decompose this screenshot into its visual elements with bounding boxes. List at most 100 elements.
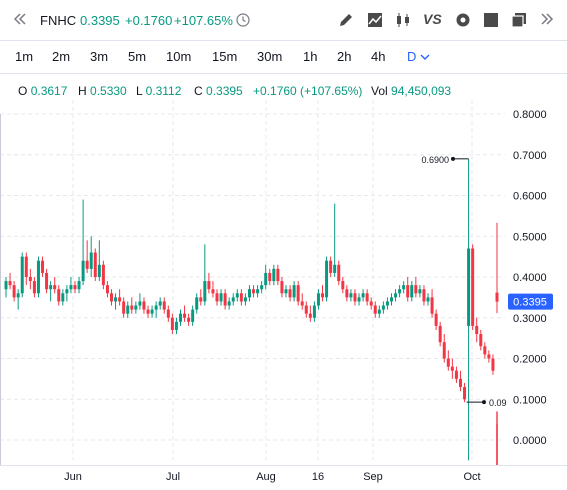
pencil-icon[interactable] [338,12,354,28]
candle-body [337,264,341,282]
x-tick-label: Sep [363,471,383,483]
candle-body [85,260,89,269]
candle-body [235,293,239,298]
compare-vs-icon[interactable]: VS [423,11,442,27]
high-marker-label: 0.6900 [421,155,449,165]
candle-body [28,277,32,282]
candle-body [369,301,373,306]
candle-body [495,292,499,302]
candle-body [227,301,231,306]
x-tick-label: Oct [463,471,480,483]
copy-icon[interactable] [511,12,527,28]
candle-body [333,264,337,273]
candle-body [158,301,162,306]
timeframe-30m[interactable]: 30m [257,49,283,64]
candle-body [284,289,288,294]
candle-body [146,309,150,314]
timeframe-d[interactable]: D [407,49,417,64]
symbol-header: FNHC 0.3395 +0.1760 +107.65% VS [0,0,567,40]
symbol-name[interactable]: FNHC [40,13,77,28]
candle-body [426,297,430,302]
timeframe-15m[interactable]: 15m [212,49,238,64]
timeframe-5m[interactable]: 5m [128,49,147,64]
area-chart-icon[interactable] [367,12,383,28]
y-tick-label: 0.4000 [513,272,547,284]
candle-body [430,297,434,314]
candle-body [32,281,36,294]
y-tick-label: 0.3000 [513,313,547,325]
candle-body [442,342,446,359]
candle-body [357,297,361,302]
timeframe-4h[interactable]: 4h [371,49,386,64]
candles-icon[interactable] [395,12,411,28]
y-tick-label: 0.6000 [513,191,547,203]
candle-body [483,346,487,355]
candle-body [4,281,8,290]
chevron-left-icon[interactable] [13,12,26,29]
timeframe-2h[interactable]: 2h [337,49,352,64]
candle-body [130,305,134,310]
low-value: 0.3112 [145,84,182,98]
price-chart[interactable]: 0.8000 0.7000 0.6000 0.5000 0.4000 0.3000 0.20… [0,100,567,490]
candle-body [280,281,284,294]
candle-body [422,289,426,302]
candle-body [394,293,398,298]
candle-body [329,260,333,273]
volume-label: Vol [371,84,388,98]
low-marker-label: 0.09 [489,398,507,408]
timeframe-1h[interactable]: 1h [303,49,318,64]
last-price: 0.3395 [80,13,120,28]
candle-body [345,289,349,298]
candle-body [126,305,130,314]
candle-body [304,305,308,314]
open-label: O [18,84,28,98]
candle-body [276,268,280,282]
high-label: H [78,84,87,98]
y-tick-label: 0.0000 [513,435,547,447]
y-tick-label: 0.1000 [513,394,547,406]
open-value: 0.3617 [30,84,68,98]
candle-body [57,289,61,302]
candle-body [377,309,381,314]
candle-body [89,252,93,269]
candle-body [122,301,126,314]
settings-icon[interactable] [455,12,471,28]
candle-body [260,285,264,290]
candle-body [41,260,45,273]
candle-body [450,366,454,371]
candle-body [389,297,393,302]
timeframe-2m[interactable]: 2m [52,49,71,64]
fullscreen-icon[interactable] [483,12,499,28]
candle-body [178,313,182,322]
candle-body [77,281,81,290]
candle-body [114,297,118,302]
candle-body [385,301,389,306]
clock-icon[interactable] [236,13,250,27]
candle-body [8,281,12,286]
last-price-tag [508,293,553,310]
chevron-down-icon[interactable] [420,50,430,65]
candle-body [24,256,28,277]
timeframe-3m[interactable]: 3m [90,49,109,64]
candle-body [61,293,65,302]
close-value: 0.3395 [206,84,243,98]
candle-body [463,387,467,400]
candle-body [45,272,49,290]
candle-body [458,378,462,388]
candle-body [438,325,442,343]
candle-body [272,268,276,282]
candle-body [410,285,414,298]
candle-body [207,281,211,290]
candle-body [211,289,215,294]
chevron-double-right-icon[interactable] [540,12,556,28]
candle-body [353,293,357,302]
timeframe-10m[interactable]: 10m [166,49,192,64]
high-value: 0.5330 [90,84,127,98]
candle-body [471,248,475,326]
low-marker-dot [482,400,486,405]
candle-body [373,305,377,314]
candle-body [414,285,418,294]
timeframe-1m[interactable]: 1m [15,49,34,64]
candle-body [264,272,268,286]
candle-body [166,309,170,318]
